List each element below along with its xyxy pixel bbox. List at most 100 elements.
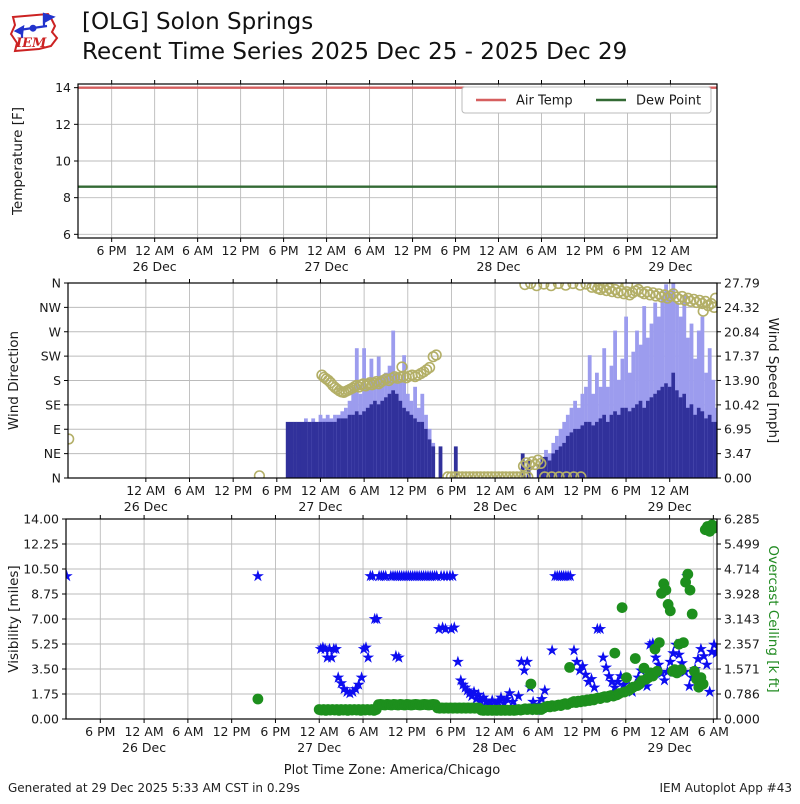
y-tick-label: 14 bbox=[55, 80, 71, 95]
x-tick-label: 12 PM bbox=[565, 243, 603, 258]
x-tick-label: 12 PM bbox=[563, 724, 601, 739]
y2-tick-label: 6.285 bbox=[724, 512, 760, 527]
x-tick-label: 6 PM bbox=[611, 724, 641, 739]
axes: 12 AM 6 AM 12 PM 6 PM 12 AM 6 AM 12 PM 6 PM 12 A… bbox=[6, 276, 781, 515]
x-tick-label: 12 AM bbox=[126, 483, 165, 498]
y-tick-label: 0.00 bbox=[31, 712, 59, 727]
x-date-label: 28 Dec bbox=[473, 499, 517, 514]
x-tick-label: 6 PM bbox=[85, 724, 115, 739]
y2-tick-label: 4.714 bbox=[724, 561, 760, 576]
x-date-label: 26 Dec bbox=[133, 259, 177, 274]
x-tick-label: 12 PM bbox=[389, 483, 427, 498]
y2-tick-label: 10.42 bbox=[724, 397, 760, 412]
y-axis-title: Visibility [miles] bbox=[6, 565, 22, 672]
x-tick-label: 12 AM bbox=[475, 724, 514, 739]
x-tick-label: 12 PM bbox=[213, 724, 251, 739]
chart-svg: 6 PM 12 AM 6 AM 12 PM 6 PM 12 AM 6 AM 12 PM 6 PM… bbox=[6, 80, 781, 756]
x-tick-label: 6 AM bbox=[526, 243, 557, 258]
x-tick-label: 6 PM bbox=[612, 243, 642, 258]
y2-tick-label: 17.37 bbox=[724, 349, 760, 364]
generated-timestamp: Generated at 29 Dec 2025 5:33 AM CST in … bbox=[8, 781, 300, 795]
x-tick-label: 12 AM bbox=[135, 243, 174, 258]
x-tick-label: 12 AM bbox=[479, 243, 518, 258]
y-tick-label: 5.25 bbox=[31, 637, 59, 652]
x-tick-label: 6 AM bbox=[347, 724, 378, 739]
x-axis-label: Plot Time Zone: America/Chicago bbox=[283, 763, 501, 778]
y2-tick-label: 3.143 bbox=[724, 611, 760, 626]
x-tick-label: 6 PM bbox=[440, 243, 470, 258]
x-tick-label: 12 AM bbox=[650, 483, 689, 498]
series-layer bbox=[68, 283, 717, 478]
x-date-label: 29 Dec bbox=[648, 740, 692, 755]
x-tick-label: 12 PM bbox=[214, 483, 252, 498]
y-tick-label: 8.75 bbox=[31, 587, 59, 602]
x-tick-label: 6 AM bbox=[523, 724, 554, 739]
x-date-label: 26 Dec bbox=[122, 740, 166, 755]
x-tick-label: 6 AM bbox=[698, 724, 729, 739]
x-tick-label: 6 AM bbox=[354, 243, 385, 258]
logo-text: IEM bbox=[15, 36, 47, 51]
legend-label: Dew Point bbox=[636, 94, 701, 109]
iem-logo: IEM bbox=[9, 12, 59, 53]
legend-label: Air Temp bbox=[516, 94, 573, 109]
x-tick-label: 12 AM bbox=[651, 243, 690, 258]
y2-tick-label: 24.32 bbox=[724, 300, 760, 315]
y-tick-label: 12 bbox=[55, 117, 71, 132]
x-date-label: 27 Dec bbox=[297, 740, 341, 755]
y-tick-label: 10.50 bbox=[23, 562, 59, 577]
overcast-ceiling-dots bbox=[252, 519, 717, 716]
y2-tick-label: 0.786 bbox=[724, 686, 760, 701]
x-tick-label: 6 PM bbox=[436, 483, 466, 498]
y-tick-label: N bbox=[52, 276, 61, 291]
y2-tick-label: 27.79 bbox=[724, 276, 760, 291]
wind-panel: 12 AM 6 AM 12 PM 6 PM 12 AM 6 AM 12 PM 6 PM 12 A… bbox=[6, 276, 781, 515]
wind-speed-gust-bars bbox=[285, 283, 717, 478]
y-tick-label: SE bbox=[45, 397, 61, 412]
app-credit: IEM Autoplot App #43 bbox=[659, 781, 792, 795]
y-tick-label: 8 bbox=[63, 190, 71, 205]
temperature-panel: 6 PM 12 AM 6 AM 12 PM 6 PM 12 AM 6 AM 12 PM 6 PM… bbox=[10, 80, 718, 274]
y2-tick-label: 2.357 bbox=[724, 636, 760, 651]
y-tick-label: 7.00 bbox=[31, 612, 59, 627]
titles: [OLG] Solon Springs Recent Time Series 2… bbox=[82, 7, 627, 67]
series-layer bbox=[66, 519, 717, 716]
x-tick-label: 6 PM bbox=[268, 243, 298, 258]
x-date-label: 29 Dec bbox=[648, 499, 692, 514]
y2-tick-label: 0.00 bbox=[724, 471, 752, 486]
y2-tick-label: 5.499 bbox=[724, 537, 760, 552]
y-tick-label: 14.00 bbox=[23, 512, 59, 527]
x-tick-label: 6 AM bbox=[523, 483, 554, 498]
x-tick-label: 6 AM bbox=[182, 243, 213, 258]
weather-vane-icon bbox=[13, 12, 56, 38]
wind-direction-rings bbox=[68, 283, 717, 478]
x-date-label: 26 Dec bbox=[124, 499, 168, 514]
x-tick-label: 6 PM bbox=[435, 724, 465, 739]
y2-tick-label: 13.90 bbox=[724, 373, 760, 388]
y2-tick-label: 0.000 bbox=[724, 712, 760, 727]
y-tick-label: 3.50 bbox=[31, 662, 59, 677]
y-tick-label: 12.25 bbox=[23, 537, 59, 552]
x-tick-label: 12 AM bbox=[301, 483, 340, 498]
x-tick-label: 6 PM bbox=[611, 483, 641, 498]
y-tick-label: 6 bbox=[63, 227, 71, 242]
x-tick-label: 12 PM bbox=[563, 483, 601, 498]
y-tick-label: SW bbox=[41, 349, 61, 364]
y-axis-title: Temperature [F] bbox=[10, 107, 26, 216]
x-date-label: 27 Dec bbox=[298, 499, 342, 514]
y2-tick-label: 3.47 bbox=[724, 446, 752, 461]
y-axis-title: Wind Direction bbox=[6, 331, 22, 430]
y2-tick-label: 1.571 bbox=[724, 662, 760, 677]
y2-tick-label: 6.95 bbox=[724, 422, 752, 437]
x-tick-label: 6 AM bbox=[348, 483, 379, 498]
legend: Air Temp Dew Point bbox=[461, 86, 712, 114]
y-tick-label: E bbox=[53, 422, 61, 437]
x-date-label: 28 Dec bbox=[476, 259, 520, 274]
iowa-outline bbox=[9, 12, 59, 53]
y-tick-label: NW bbox=[39, 300, 61, 315]
x-date-label: 28 Dec bbox=[472, 740, 516, 755]
y-tick-label: NE bbox=[44, 446, 61, 461]
y2-tick-label: 20.84 bbox=[724, 324, 760, 339]
page-subtitle: Recent Time Series 2025 Dec 25 - 2025 De… bbox=[82, 39, 628, 65]
axes: 6 PM 12 AM 6 AM 12 PM 6 PM 12 AM 6 AM 12 PM 6 PM… bbox=[6, 512, 781, 756]
x-tick-label: 6 PM bbox=[97, 243, 127, 258]
